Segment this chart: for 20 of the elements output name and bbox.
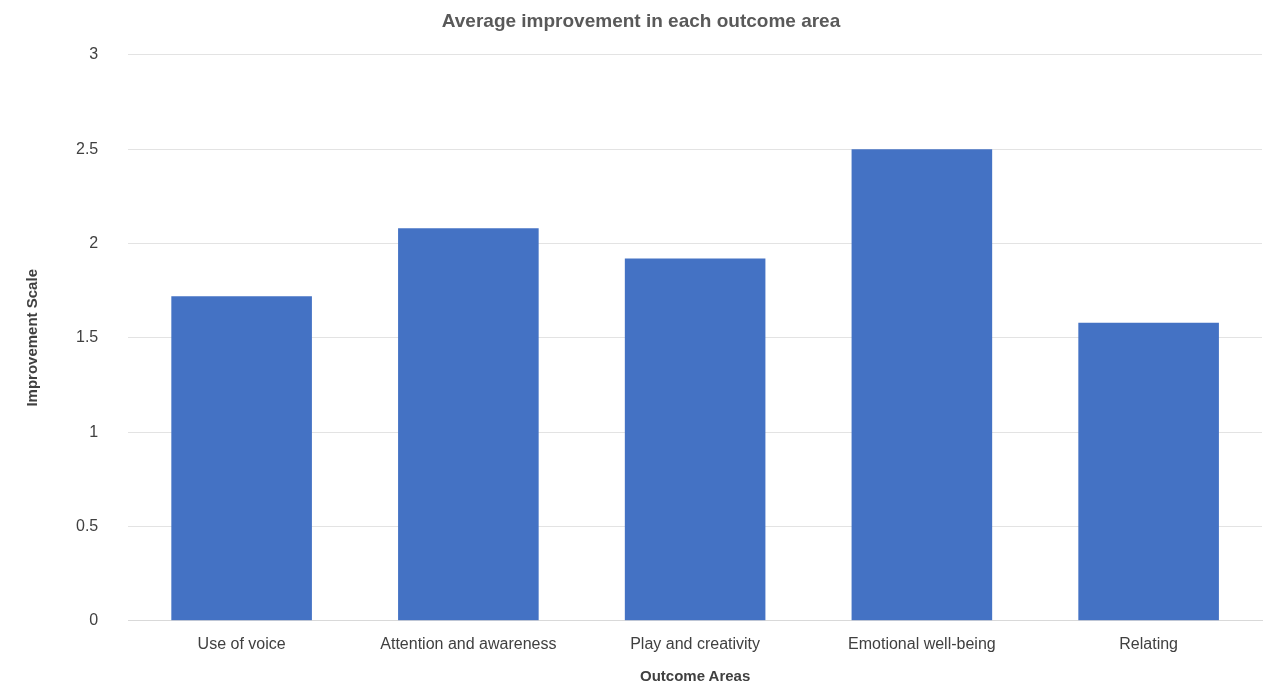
y-axis-title: Improvement Scale bbox=[23, 269, 41, 407]
x-tick-label: Emotional well-being bbox=[848, 634, 996, 652]
x-tick-label: Use of voice bbox=[197, 634, 286, 652]
bar bbox=[171, 296, 312, 621]
x-axis-title: Outcome Areas bbox=[639, 667, 751, 685]
bar bbox=[1078, 322, 1219, 621]
x-tick-label: Relating bbox=[1119, 634, 1178, 652]
y-tick-label: 1.5 bbox=[75, 328, 99, 346]
bar bbox=[851, 149, 993, 621]
chart-title: Average improvement in each outcome area bbox=[441, 9, 841, 31]
y-tick-label: 0.5 bbox=[75, 516, 99, 534]
bar bbox=[398, 228, 539, 621]
y-tick-label: 3 bbox=[89, 45, 99, 63]
y-tick-label: 2 bbox=[89, 233, 99, 251]
bar bbox=[624, 258, 766, 621]
y-tick-label: 2.5 bbox=[75, 139, 99, 157]
y-tick-label: 0 bbox=[89, 611, 99, 629]
y-tick-label: 1 bbox=[89, 422, 99, 440]
x-tick-label: Play and creativity bbox=[630, 634, 761, 652]
x-tick-label: Attention and awareness bbox=[380, 634, 557, 652]
